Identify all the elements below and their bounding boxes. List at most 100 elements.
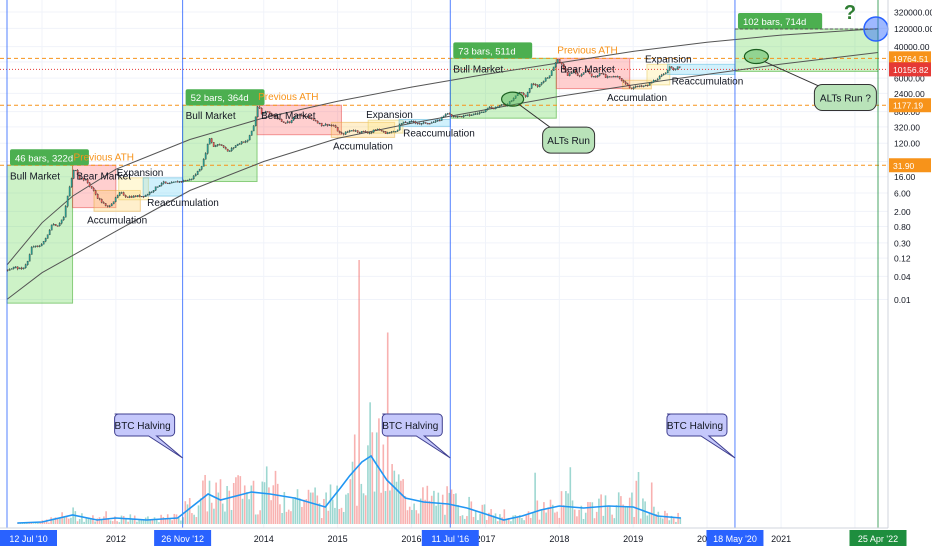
candle-body [290, 119, 293, 123]
volume-bar [43, 521, 46, 524]
candle-body [58, 223, 61, 227]
candle-body [498, 105, 501, 107]
candle-body [84, 179, 87, 181]
volume-bar [551, 504, 554, 524]
previous-ath-label: Previous ATH [74, 152, 134, 163]
volume-bar [573, 509, 576, 524]
candle-body [338, 131, 341, 133]
candle-body [6, 269, 9, 271]
volume-bar [417, 513, 420, 524]
candle-body [274, 115, 277, 117]
date-tick-label: 2019 [623, 534, 643, 544]
volume-bar [527, 511, 530, 524]
reaccumulation-label: Reaccumulation [672, 76, 744, 87]
candle-body [546, 77, 549, 79]
date-marker-label: 26 Nov '12 [161, 534, 204, 544]
volume-bar [503, 509, 506, 524]
volume-bar [331, 499, 334, 524]
candle-body [116, 195, 119, 198]
candle-body [222, 145, 225, 148]
candle-body [10, 268, 13, 270]
candle-body [626, 83, 629, 86]
candle-body [216, 144, 219, 146]
reaccumulation-label: Reaccumulation [147, 198, 219, 209]
volume-bar [595, 511, 598, 524]
candle-body [408, 121, 411, 123]
volume-bar [444, 514, 446, 524]
volume-bar [606, 505, 609, 524]
candle-body [554, 62, 557, 68]
volume-bar [516, 516, 519, 524]
candle-body [26, 261, 29, 265]
price-tick-label: 0.80 [894, 222, 911, 232]
volume-bar [452, 493, 455, 524]
volume-bar [485, 519, 488, 524]
candle-body [236, 143, 239, 146]
volume-bar [206, 511, 209, 524]
volume-bar [118, 522, 121, 524]
volume-bar [481, 504, 484, 524]
price-level-tag [889, 62, 931, 77]
candle-body [296, 114, 299, 117]
candle-body [582, 72, 585, 75]
candle-body [36, 245, 39, 247]
volume-bar [261, 481, 264, 524]
candle-body [394, 131, 397, 133]
volume-bar [349, 479, 352, 524]
candle-body [358, 132, 361, 134]
volume-bar [254, 514, 257, 524]
volume-bar [666, 513, 668, 524]
alts-run-callout [542, 126, 596, 154]
expansion-box [118, 177, 149, 201]
candle-body [596, 75, 599, 78]
candle-body [472, 113, 475, 116]
candle-body [82, 178, 85, 181]
candle-body [612, 76, 615, 78]
volume-bar [364, 495, 367, 524]
volume-bar [600, 494, 602, 524]
volume-bar [74, 511, 77, 524]
candle-body [468, 114, 471, 116]
volume-bar [180, 520, 182, 524]
volume-bar [345, 494, 347, 524]
volume-bar [558, 517, 561, 524]
candle-body [606, 76, 609, 78]
volume-bar [391, 464, 393, 524]
volume-bar [98, 517, 101, 524]
volume-bar [406, 510, 409, 524]
price-tick-label: 0.30 [894, 238, 911, 248]
candle-body [46, 234, 49, 239]
candle-body [324, 123, 327, 126]
candle-body [618, 76, 621, 79]
candle-body [280, 119, 283, 122]
volume-bar [393, 470, 396, 524]
candle-body [78, 174, 81, 179]
candle-body [50, 224, 53, 231]
candle-body [208, 138, 211, 145]
candle-body [312, 118, 315, 121]
candle-body [356, 130, 359, 133]
volume-bar [276, 483, 279, 524]
volume-bar [384, 491, 387, 524]
candle-body [108, 205, 111, 207]
volume-bar [661, 518, 664, 524]
candle-body [74, 169, 77, 172]
volume-bar [338, 508, 341, 524]
candle-body [670, 66, 673, 69]
volume-bar [309, 492, 312, 524]
candle-body [484, 109, 487, 113]
volume-bar [617, 492, 620, 524]
candle-body [478, 112, 481, 114]
candle-body [256, 106, 259, 118]
candle-body [556, 59, 559, 63]
upper-growth-curve [6, 28, 879, 266]
volume-bar [213, 508, 215, 524]
candle-body [366, 131, 369, 134]
candle-body [278, 118, 281, 120]
candle-body [268, 111, 271, 114]
volume-bar [292, 498, 294, 524]
date-marker-label: 25 Apr '22 [858, 534, 898, 544]
volume-bar [521, 518, 523, 524]
